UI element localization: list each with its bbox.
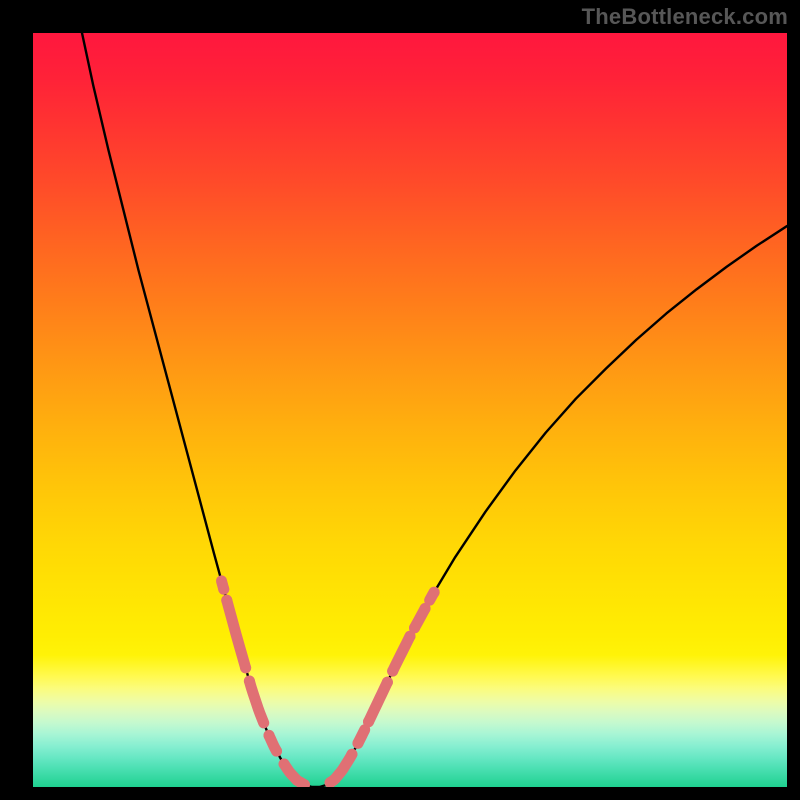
plot-area xyxy=(33,33,787,787)
marker-dot xyxy=(240,662,251,673)
chart-svg xyxy=(33,33,787,787)
marker-dot xyxy=(244,676,255,687)
marker-dot xyxy=(218,584,229,595)
marker-dot xyxy=(409,622,420,633)
chart-frame: TheBottleneck.com xyxy=(0,0,800,800)
marker-dot xyxy=(221,595,232,606)
marker-dot xyxy=(279,759,290,770)
marker-dot xyxy=(429,587,440,598)
marker-dot xyxy=(346,749,357,760)
marker-dot xyxy=(382,677,393,688)
chart-background xyxy=(33,33,787,787)
marker-dot xyxy=(363,716,374,727)
watermark-text: TheBottleneck.com xyxy=(582,4,788,30)
marker-dot xyxy=(264,730,275,741)
marker-dot xyxy=(271,746,282,757)
marker-dot xyxy=(352,738,363,749)
marker-dot xyxy=(387,666,398,677)
